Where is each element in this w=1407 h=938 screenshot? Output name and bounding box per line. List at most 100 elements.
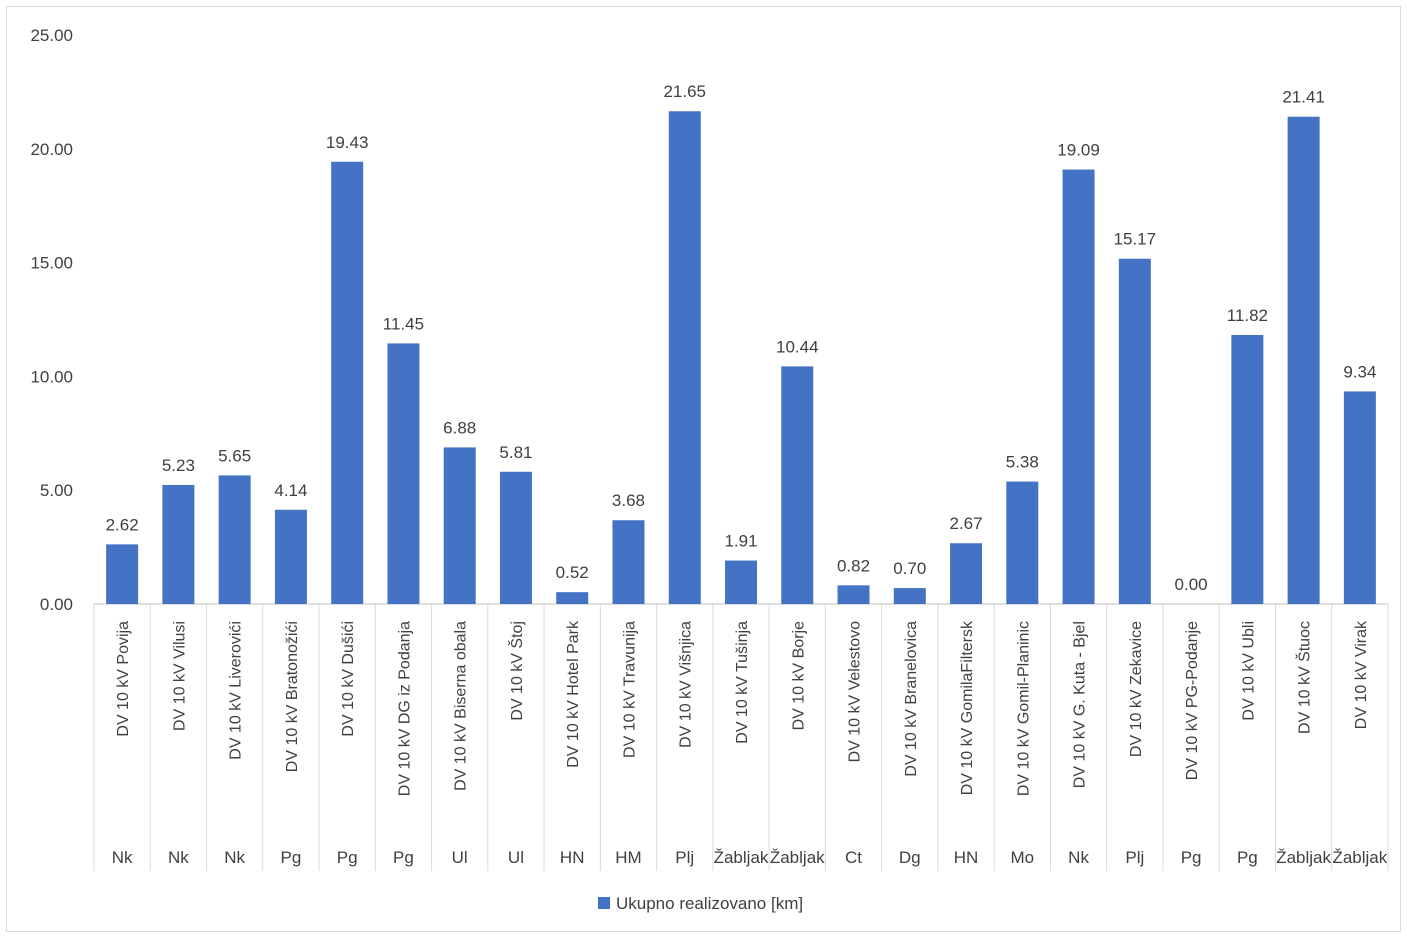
- data-label: 21.65: [663, 82, 706, 101]
- group-label: Nk: [168, 848, 189, 867]
- data-label: 5.38: [1006, 453, 1039, 472]
- category-label: DV 10 kV Biserna obala: [453, 621, 470, 791]
- data-label: 1.91: [724, 532, 757, 551]
- category-label: DV 10 kV PG-Podanje: [1184, 621, 1201, 780]
- category-label: DV 10 kV Bratonožići: [284, 621, 301, 772]
- data-label: 0.70: [893, 559, 926, 578]
- group-label: Žabljak: [714, 848, 769, 867]
- data-label: 3.68: [612, 491, 645, 510]
- group-label: Ul: [508, 848, 524, 867]
- group-label: Dg: [899, 848, 921, 867]
- bar: [1287, 116, 1320, 604]
- y-tick-label: 25.00: [30, 26, 73, 45]
- group-label: Nk: [224, 848, 245, 867]
- group-label: HN: [954, 848, 979, 867]
- bar: [725, 560, 757, 604]
- category-label: DV 10 kV Tušinja: [734, 621, 751, 744]
- data-label: 0.00: [1175, 575, 1208, 594]
- category-label: DV 10 kV Štuoc: [1295, 621, 1314, 734]
- bar: [331, 161, 364, 604]
- bar: [274, 509, 307, 604]
- category-label: DV 10 kV Branelovica: [903, 621, 920, 777]
- group-label: Pg: [337, 848, 358, 867]
- category-label: DV 10 kV Ubli: [1240, 621, 1257, 721]
- y-tick-label: 10.00: [30, 367, 73, 386]
- category-label: DV 10 kV Zekavice: [1128, 621, 1145, 757]
- bar: [950, 543, 983, 604]
- bar: [612, 520, 645, 604]
- bar: [218, 475, 251, 604]
- category-label: DV 10 kV Višnjica: [678, 621, 695, 748]
- category-label: DV 10 kV Štoj: [507, 621, 526, 721]
- group-label: HN: [560, 848, 585, 867]
- group-label: Ul: [452, 848, 468, 867]
- bar: [1343, 391, 1376, 604]
- group-label: Žabljak: [770, 848, 825, 867]
- y-tick-label: 15.00: [30, 254, 73, 273]
- group-label: Pg: [393, 848, 414, 867]
- group-label: Nk: [1068, 848, 1089, 867]
- category-label: DV 10 kV Povija: [115, 621, 132, 737]
- category-label: DV 10 kV GomilaFiltersk: [959, 620, 976, 795]
- group-label: Mo: [1010, 848, 1034, 867]
- data-label: 11.45: [383, 314, 424, 333]
- data-label: 21.41: [1282, 88, 1325, 107]
- data-label: 2.62: [106, 515, 139, 534]
- y-tick-label: 20.00: [30, 140, 73, 159]
- bar: [1006, 481, 1039, 604]
- group-label: Plj: [675, 848, 694, 867]
- category-label: DV 10 kV Vilusi: [171, 621, 188, 731]
- group-label: Pg: [281, 848, 302, 867]
- category-label: DV 10 kV Liverovići: [228, 621, 245, 760]
- data-label: 5.81: [499, 443, 532, 462]
- data-label: 19.09: [1057, 141, 1100, 160]
- legend-swatch: [598, 897, 610, 909]
- group-label: HM: [615, 848, 641, 867]
- group-label: Nk: [112, 848, 133, 867]
- group-label: Pg: [1237, 848, 1258, 867]
- bar: [387, 343, 420, 604]
- data-label: 5.65: [218, 446, 251, 465]
- bar: [1118, 258, 1151, 604]
- category-label: DV 10 kV Gomil-Planinic: [1015, 621, 1032, 796]
- group-label: Plj: [1125, 848, 1144, 867]
- data-label: 11.82: [1227, 306, 1268, 325]
- data-label: 2.67: [949, 514, 982, 533]
- group-label: Žabljak: [1332, 848, 1387, 867]
- data-label: 4.14: [274, 481, 307, 500]
- category-label: DV 10 kV G. Kuta - Bjel: [1072, 621, 1089, 788]
- data-label: 5.23: [162, 456, 195, 475]
- category-label: DV 10 kV Borje: [790, 621, 807, 730]
- bar: [106, 544, 139, 604]
- data-label: 6.88: [443, 418, 476, 437]
- category-label: DV 10 kV DG iz Podanja: [396, 621, 413, 796]
- bar: [556, 592, 589, 604]
- bar: [1062, 169, 1095, 604]
- group-label: Žabljak: [1276, 848, 1331, 867]
- bar: [781, 366, 814, 604]
- category-label: DV 10 kV Travunija: [621, 621, 638, 758]
- data-label: 9.34: [1343, 362, 1376, 381]
- group-label: Ct: [845, 848, 862, 867]
- data-label: 0.82: [837, 556, 870, 575]
- legend-label: Ukupno realizovano [km]: [616, 894, 803, 913]
- chart-area: [6, 6, 1401, 932]
- category-label: DV 10 kV Dušići: [340, 621, 357, 737]
- y-tick-label: 0.00: [40, 595, 73, 614]
- group-label: Pg: [1181, 848, 1202, 867]
- category-label: DV 10 kV Velestovo: [847, 621, 864, 763]
- y-tick-label: 5.00: [40, 481, 73, 500]
- category-label: DV 10 kV Hotel Park: [565, 620, 582, 768]
- bar: [443, 447, 476, 604]
- bar: [162, 484, 195, 604]
- bar: [893, 588, 926, 604]
- bar: [1231, 334, 1264, 604]
- data-label: 15.17: [1114, 230, 1157, 249]
- category-label: DV 10 kV Virak: [1353, 620, 1370, 729]
- data-label: 19.43: [326, 133, 369, 152]
- bar: [668, 111, 701, 604]
- bar: [499, 471, 532, 604]
- data-label: 10.44: [776, 337, 819, 356]
- data-label: 0.52: [556, 563, 589, 582]
